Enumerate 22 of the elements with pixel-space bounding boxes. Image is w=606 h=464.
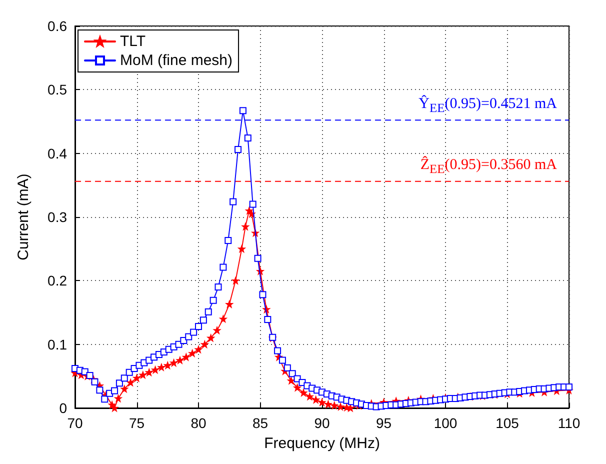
- x-tick-label: 95: [376, 415, 392, 431]
- y-tick-label: 0.6: [48, 18, 68, 34]
- y-tick-label: 0.1: [48, 336, 68, 352]
- y-tick-label: 0.5: [48, 82, 68, 98]
- x-tick-label: 105: [496, 415, 520, 431]
- y-axis-title: Current (mA): [15, 174, 32, 260]
- y-tick-label: 0.4: [48, 145, 68, 162]
- y-tick-label: 0.2: [48, 272, 68, 289]
- y-tick-label: 0: [59, 400, 68, 416]
- legend-label: MoM (fine mesh): [120, 52, 233, 69]
- x-tick-label: 85: [252, 415, 268, 431]
- legend-label: TLT: [120, 33, 146, 50]
- x-tick-label: 75: [128, 415, 145, 431]
- x-axis-title: Frequency (MHz): [264, 435, 380, 452]
- ref-line-label: Ŷ$_{EE}$(0.95)=0.4521 mA: [418, 96, 557, 118]
- x-tick-label: 100: [434, 415, 458, 431]
- x-tick-label: 110: [558, 415, 580, 431]
- ref-line-label: Ẑ$_{EE}$(0.95)=0.3560 mA: [420, 157, 557, 178]
- x-tick-label: 80: [190, 415, 206, 431]
- y-tick-label: 0.3: [48, 209, 68, 225]
- x-tick-label: 70: [67, 415, 83, 431]
- x-tick-label: 90: [314, 415, 330, 431]
